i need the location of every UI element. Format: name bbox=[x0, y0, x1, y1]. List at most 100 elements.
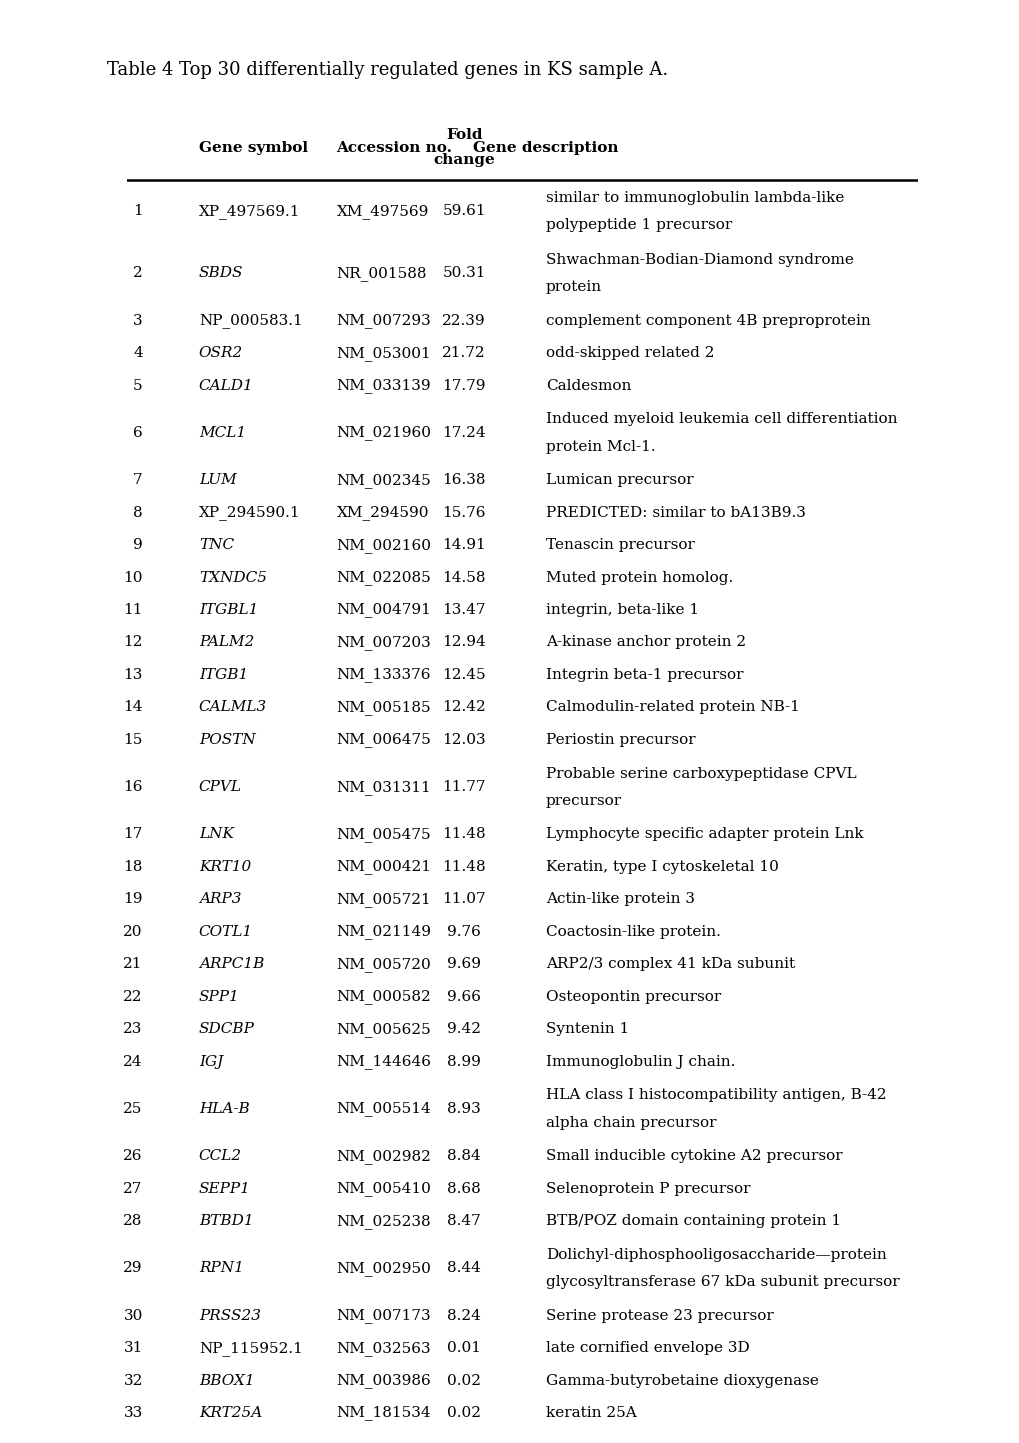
Text: PALM2: PALM2 bbox=[199, 635, 254, 649]
Text: 15: 15 bbox=[123, 733, 143, 747]
Text: CCL2: CCL2 bbox=[199, 1149, 242, 1163]
Text: 12.42: 12.42 bbox=[442, 700, 485, 714]
Text: 32: 32 bbox=[123, 1374, 143, 1388]
Text: 0.02: 0.02 bbox=[446, 1405, 481, 1420]
Text: 4: 4 bbox=[132, 346, 143, 361]
Text: 17: 17 bbox=[123, 827, 143, 841]
Text: NM_002950: NM_002950 bbox=[336, 1261, 431, 1276]
Text: 8.44: 8.44 bbox=[446, 1261, 481, 1276]
Text: 21: 21 bbox=[123, 957, 143, 971]
Text: Lumican precursor: Lumican precursor bbox=[545, 473, 693, 488]
Text: KRT10: KRT10 bbox=[199, 860, 251, 874]
Text: ITGBL1: ITGBL1 bbox=[199, 603, 258, 618]
Text: SDCBP: SDCBP bbox=[199, 1022, 255, 1036]
Text: NM_181534: NM_181534 bbox=[336, 1405, 431, 1420]
Text: 11.77: 11.77 bbox=[442, 781, 485, 794]
Text: NM_005185: NM_005185 bbox=[336, 700, 431, 714]
Text: TXNDC5: TXNDC5 bbox=[199, 570, 267, 584]
Text: NM_002982: NM_002982 bbox=[336, 1149, 431, 1163]
Text: 12.03: 12.03 bbox=[442, 733, 485, 747]
Text: Lymphocyte specific adapter protein Lnk: Lymphocyte specific adapter protein Lnk bbox=[545, 827, 862, 841]
Text: odd-skipped related 2: odd-skipped related 2 bbox=[545, 346, 713, 361]
Text: NM_000582: NM_000582 bbox=[336, 990, 431, 1004]
Text: 22: 22 bbox=[123, 990, 143, 1004]
Text: BBOX1: BBOX1 bbox=[199, 1374, 255, 1388]
Text: Caldesmon: Caldesmon bbox=[545, 378, 631, 392]
Text: A-kinase anchor protein 2: A-kinase anchor protein 2 bbox=[545, 635, 745, 649]
Text: KRT25A: KRT25A bbox=[199, 1405, 262, 1420]
Text: TNC: TNC bbox=[199, 538, 233, 553]
Text: Immunoglobulin J chain.: Immunoglobulin J chain. bbox=[545, 1055, 735, 1069]
Text: 11.48: 11.48 bbox=[442, 860, 485, 874]
Text: HLA class I histocompatibility antigen, B-42: HLA class I histocompatibility antigen, … bbox=[545, 1088, 886, 1102]
Text: 8.84: 8.84 bbox=[446, 1149, 481, 1163]
Text: NM_005625: NM_005625 bbox=[336, 1022, 431, 1036]
Text: 13.47: 13.47 bbox=[442, 603, 485, 618]
Text: 1: 1 bbox=[132, 205, 143, 218]
Text: LNK: LNK bbox=[199, 827, 233, 841]
Text: NM_005720: NM_005720 bbox=[336, 957, 431, 971]
Text: 8.99: 8.99 bbox=[446, 1055, 481, 1069]
Text: protein: protein bbox=[545, 280, 601, 294]
Text: NM_021149: NM_021149 bbox=[336, 925, 431, 939]
Text: 12.94: 12.94 bbox=[442, 635, 485, 649]
Text: 33: 33 bbox=[123, 1405, 143, 1420]
Text: OSR2: OSR2 bbox=[199, 346, 243, 361]
Text: CALD1: CALD1 bbox=[199, 378, 254, 392]
Text: SPP1: SPP1 bbox=[199, 990, 239, 1004]
Text: 8.24: 8.24 bbox=[446, 1309, 481, 1323]
Text: 11: 11 bbox=[123, 603, 143, 618]
Text: Gene symbol: Gene symbol bbox=[199, 141, 308, 154]
Text: 28: 28 bbox=[123, 1214, 143, 1228]
Text: NM_003986: NM_003986 bbox=[336, 1374, 431, 1388]
Text: 27: 27 bbox=[123, 1182, 143, 1196]
Text: 14: 14 bbox=[123, 700, 143, 714]
Text: change: change bbox=[433, 153, 494, 166]
Text: MCL1: MCL1 bbox=[199, 426, 246, 440]
Text: 12: 12 bbox=[123, 635, 143, 649]
Text: NM_022085: NM_022085 bbox=[336, 570, 431, 584]
Text: POSTN: POSTN bbox=[199, 733, 256, 747]
Text: Gene description: Gene description bbox=[473, 141, 618, 154]
Text: NM_005475: NM_005475 bbox=[336, 827, 431, 841]
Text: 30: 30 bbox=[123, 1309, 143, 1323]
Text: 24: 24 bbox=[123, 1055, 143, 1069]
Text: ARPC1B: ARPC1B bbox=[199, 957, 264, 971]
Text: keratin 25A: keratin 25A bbox=[545, 1405, 636, 1420]
Text: NM_005721: NM_005721 bbox=[336, 892, 431, 906]
Text: 9.76: 9.76 bbox=[446, 925, 481, 939]
Text: Coactosin-like protein.: Coactosin-like protein. bbox=[545, 925, 719, 939]
Text: PRSS23: PRSS23 bbox=[199, 1309, 261, 1323]
Text: 8.47: 8.47 bbox=[446, 1214, 481, 1228]
Text: 20: 20 bbox=[123, 925, 143, 939]
Text: NR_001588: NR_001588 bbox=[336, 266, 427, 281]
Text: NM_053001: NM_053001 bbox=[336, 346, 431, 361]
Text: NM_002160: NM_002160 bbox=[336, 538, 431, 553]
Text: 23: 23 bbox=[123, 1022, 143, 1036]
Text: NP_115952.1: NP_115952.1 bbox=[199, 1341, 303, 1355]
Text: Small inducible cytokine A2 precursor: Small inducible cytokine A2 precursor bbox=[545, 1149, 842, 1163]
Text: NM_005514: NM_005514 bbox=[336, 1101, 431, 1117]
Text: NP_000583.1: NP_000583.1 bbox=[199, 313, 303, 328]
Text: PREDICTED: similar to bA13B9.3: PREDICTED: similar to bA13B9.3 bbox=[545, 505, 805, 519]
Text: 16.38: 16.38 bbox=[442, 473, 485, 488]
Text: SEPP1: SEPP1 bbox=[199, 1182, 251, 1196]
Text: XP_497569.1: XP_497569.1 bbox=[199, 203, 301, 219]
Text: 17.79: 17.79 bbox=[442, 378, 485, 392]
Text: Induced myeloid leukemia cell differentiation: Induced myeloid leukemia cell differenti… bbox=[545, 413, 897, 426]
Text: 9: 9 bbox=[132, 538, 143, 553]
Text: precursor: precursor bbox=[545, 794, 622, 808]
Text: XM_294590: XM_294590 bbox=[336, 505, 429, 519]
Text: Dolichyl-diphosphooligosaccharide—protein: Dolichyl-diphosphooligosaccharide—protei… bbox=[545, 1248, 886, 1261]
Text: NM_007293: NM_007293 bbox=[336, 313, 431, 328]
Text: NM_000421: NM_000421 bbox=[336, 860, 431, 874]
Text: Selenoprotein P precursor: Selenoprotein P precursor bbox=[545, 1182, 749, 1196]
Text: 0.01: 0.01 bbox=[446, 1341, 481, 1355]
Text: 14.91: 14.91 bbox=[442, 538, 485, 553]
Text: Syntenin 1: Syntenin 1 bbox=[545, 1022, 629, 1036]
Text: Accession no.: Accession no. bbox=[336, 141, 452, 154]
Text: Fold: Fold bbox=[445, 128, 482, 141]
Text: LUM: LUM bbox=[199, 473, 236, 488]
Text: 3: 3 bbox=[133, 313, 143, 328]
Text: NM_007173: NM_007173 bbox=[336, 1309, 431, 1323]
